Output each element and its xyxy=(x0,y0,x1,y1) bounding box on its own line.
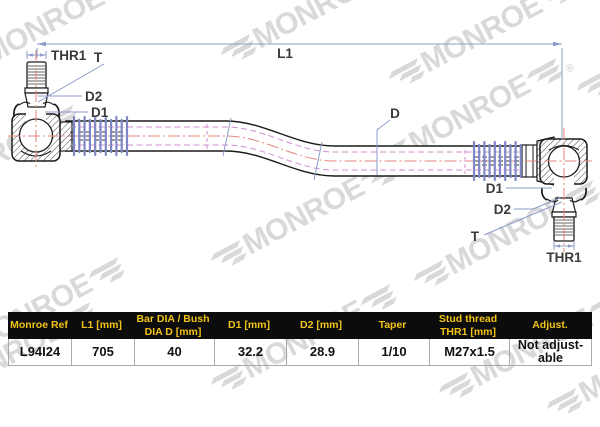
col-header-taper: Taper xyxy=(378,319,407,332)
cell-d2: 28.9 xyxy=(286,339,358,365)
label-d1-right: D1 xyxy=(486,181,504,196)
hidden-lines xyxy=(70,124,522,174)
col-header-l1: L1 [mm] xyxy=(81,319,122,332)
label-thr1-right: THR1 xyxy=(546,250,582,265)
cell-taper: 1/10 xyxy=(358,339,429,365)
left-bush-ribs xyxy=(72,115,129,157)
rod-body xyxy=(65,120,531,177)
label-d2-left: D2 xyxy=(85,89,102,104)
right-boot xyxy=(541,187,548,201)
col-header-monroe-ref: Monroe Ref xyxy=(10,319,68,332)
spec-table-header: Monroe Ref L1 [mm] Bar DIA / Bush DIA D … xyxy=(8,312,592,339)
col-header-stud-thread: Stud thread THR1 [mm] xyxy=(438,313,498,338)
label-thr1-left: THR1 xyxy=(51,48,87,63)
monroe-wing-icon xyxy=(546,387,583,419)
right-bush-ribs xyxy=(472,140,522,182)
left-callouts: THR1 T D2 D1 xyxy=(26,48,109,120)
section-lines xyxy=(222,117,323,181)
label-t-right: T xyxy=(471,229,480,244)
monroe-wing-icon xyxy=(210,363,247,395)
monroe-wing-icon xyxy=(438,371,475,403)
col-header-bar-dia: Bar DIA / Bush DIA D [mm] xyxy=(136,313,210,338)
cell-d1: 32.2 xyxy=(214,339,286,365)
drag-link-technical-drawing: L1 D THR1 T D2 D1 D1 D2 T THR1 xyxy=(8,41,592,265)
left-boot xyxy=(13,103,20,118)
label-d2-right: D2 xyxy=(494,202,511,217)
label-l1: L1 xyxy=(277,46,293,61)
cell-stud-thread: M27x1.5 xyxy=(429,339,509,365)
dimension-l1: L1 xyxy=(36,41,563,140)
col-header-d1: D1 [mm] xyxy=(227,319,270,332)
spec-table-row: L94I24 705 40 32.2 28.9 1/10 M27x1.5 Not… xyxy=(8,338,592,366)
cell-adjust: Not adjust- able xyxy=(509,338,591,365)
col-header-d2: D2 [mm] xyxy=(299,319,342,332)
col-header-adjust: Adjust. xyxy=(532,319,568,332)
cell-bar-dia: 40 xyxy=(134,339,214,365)
spec-table: Monroe Ref L1 [mm] Bar DIA / Bush DIA D … xyxy=(8,312,592,366)
right-callouts: D1 D2 T THR1 xyxy=(471,181,582,265)
label-t-left: T xyxy=(94,50,103,65)
centerlines xyxy=(8,50,592,252)
label-d1-left: D1 xyxy=(91,105,109,120)
label-d: D xyxy=(390,106,400,121)
leader-d: D xyxy=(376,106,400,175)
cell-l1: 705 xyxy=(71,339,134,365)
cell-monroe-ref: L94I24 xyxy=(19,344,61,360)
